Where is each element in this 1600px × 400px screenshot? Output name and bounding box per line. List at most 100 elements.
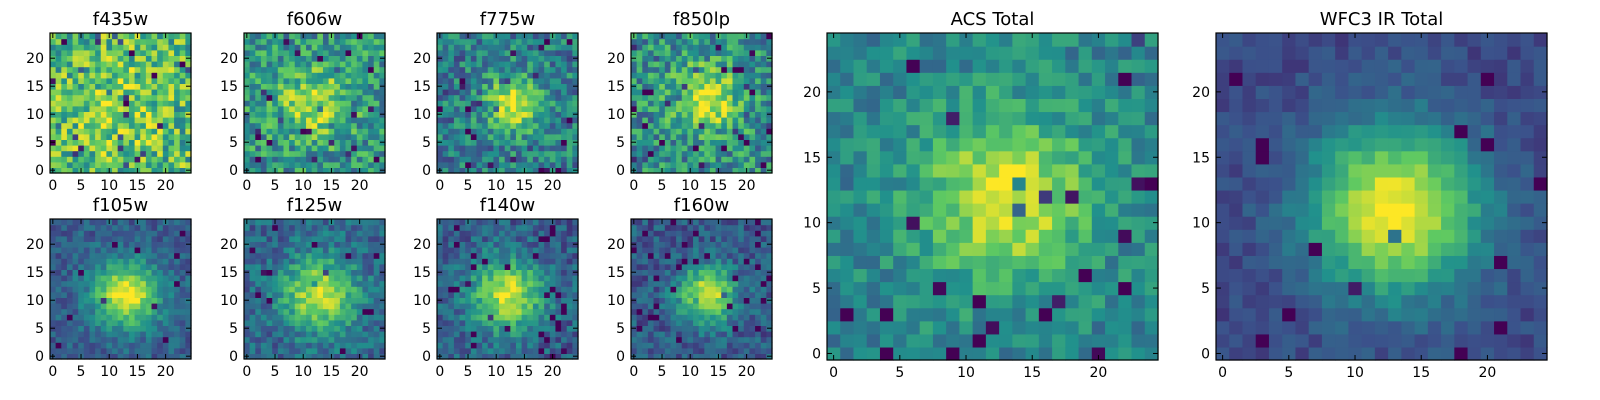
heatmap-cell: [95, 347, 102, 354]
heatmap-cell: [549, 286, 557, 293]
heatmap-cell: [300, 156, 307, 163]
heatmap-cell: [345, 280, 352, 287]
heatmap-cell: [317, 331, 324, 338]
heatmap-cell: [755, 319, 762, 326]
heatmap-cell: [345, 89, 352, 96]
heatmap-cell: [448, 145, 455, 152]
heatmap-cell: [294, 325, 301, 332]
heatmap-cell: [693, 83, 700, 90]
heatmap-cell: [72, 122, 79, 129]
heatmap-cell: [572, 247, 579, 254]
heatmap-cell: [726, 336, 734, 343]
heatmap-cell: [442, 117, 449, 124]
heatmap-cell: [289, 145, 296, 152]
heatmap-cell: [572, 133, 579, 140]
heatmap-cell: [647, 83, 655, 90]
heatmap-cell: [527, 241, 534, 248]
heatmap-cell: [504, 44, 511, 51]
heatmap-cell: [636, 319, 643, 326]
heatmap-cell: [83, 219, 91, 226]
heatmap-cell: [527, 55, 534, 62]
heatmap-cell: [749, 308, 756, 315]
heatmap-cell: [521, 111, 528, 118]
heatmap-cell: [721, 139, 728, 146]
heatmap-cell: [732, 150, 739, 157]
heatmap-cell: [368, 122, 375, 129]
heatmap-cell: [664, 156, 672, 163]
heatmap-cell: [277, 235, 285, 242]
heatmap-cell: [538, 297, 545, 304]
heatmap-cell: [760, 89, 767, 96]
heatmap-cell: [504, 133, 511, 140]
heatmap-cell: [482, 280, 489, 287]
heatmap-cell: [670, 128, 677, 135]
heatmap-cell: [459, 83, 466, 90]
heatmap-cell: [185, 94, 192, 101]
heatmap-cell: [664, 342, 672, 349]
heatmap-cell: [157, 156, 164, 163]
x-tick-label: 15: [323, 178, 341, 194]
heatmap-cell: [504, 319, 511, 326]
heatmap-cell: [636, 55, 643, 62]
heatmap-cell: [106, 44, 113, 51]
heatmap-cell: [743, 347, 751, 354]
heatmap-cell: [72, 219, 79, 226]
heatmap-cell: [647, 161, 655, 168]
heatmap-cell: [140, 167, 147, 174]
heatmap-cell: [311, 252, 318, 259]
heatmap-cell: [631, 117, 638, 124]
heatmap-cell: [510, 167, 517, 174]
heatmap-cell: [636, 44, 643, 51]
heatmap-cell: [515, 66, 523, 73]
heatmap-cell: [726, 77, 734, 84]
heatmap-cell: [749, 353, 756, 360]
heatmap-cell: [151, 325, 158, 332]
x-tick-label: 15: [129, 178, 147, 194]
heatmap-cell: [732, 61, 739, 68]
heatmap-cell: [174, 38, 181, 45]
heatmap-cell: [66, 286, 74, 293]
heatmap-cell: [260, 224, 268, 231]
heatmap-cell: [465, 224, 472, 231]
heatmap-cell: [249, 66, 256, 73]
heatmap-cell: [174, 342, 181, 349]
heatmap-cell: [448, 263, 455, 270]
heatmap-cell: [72, 269, 79, 276]
heatmap-cell: [294, 308, 301, 315]
heatmap-cell: [179, 38, 186, 45]
heatmap-cell: [493, 77, 500, 84]
heatmap-cell: [693, 347, 700, 354]
heatmap-cell: [306, 280, 313, 287]
heatmap-cell: [322, 61, 330, 68]
heatmap-cell: [306, 89, 313, 96]
heatmap-cell: [442, 145, 449, 152]
heatmap-cell: [681, 331, 688, 338]
heatmap-cell: [482, 83, 489, 90]
heatmap-cell: [334, 224, 341, 231]
heatmap-cell: [510, 33, 517, 40]
heatmap-cell: [453, 128, 461, 135]
heatmap-cell: [306, 263, 313, 270]
heatmap-cell: [100, 167, 107, 174]
heatmap-cell: [260, 297, 268, 304]
heatmap-cell: [61, 167, 68, 174]
heatmap-cell: [162, 61, 170, 68]
heatmap-cell: [676, 145, 683, 152]
heatmap-cell: [185, 156, 192, 163]
heatmap-cell: [106, 297, 113, 304]
heatmap-cell: [306, 331, 313, 338]
heatmap-cell: [493, 230, 500, 237]
heatmap-cell: [134, 224, 141, 231]
heatmap-cell: [715, 128, 722, 135]
heatmap-cell: [566, 224, 573, 231]
heatmap-cell: [362, 247, 369, 254]
heatmap-cell: [134, 72, 141, 79]
heatmap-cell: [345, 319, 352, 326]
heatmap-cell: [277, 247, 285, 254]
heatmap-cell: [738, 150, 745, 157]
heatmap-cell: [738, 105, 745, 112]
heatmap-cell: [283, 105, 290, 112]
heatmap-cell: [345, 258, 352, 265]
heatmap-cell: [255, 336, 262, 343]
